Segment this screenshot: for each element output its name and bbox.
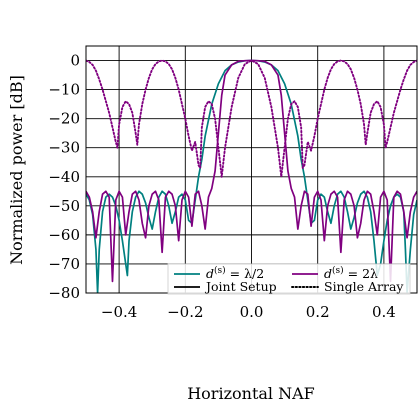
legend-label-sup: (s): [332, 265, 344, 276]
legend-label-3: Single Array: [324, 279, 404, 294]
legend-label-rest: = λ/2: [226, 266, 265, 281]
y-tick-label: −30: [48, 139, 80, 157]
y-tick-label: −60: [48, 226, 80, 244]
legend-label-0: d(s) = λ/2: [206, 265, 264, 281]
legend-label-main: Joint Setup: [204, 279, 277, 294]
series-layer: [86, 59, 417, 293]
y-tick-label: −50: [48, 197, 80, 215]
legend-label-sup: (s): [214, 265, 226, 276]
axis-ticks: −0.4 −0.2 0.0 0.2 0.4 0 −10 −20 −30 −40 −50 −60 −70 −…: [48, 52, 395, 321]
y-axis-label: Normalized power [dB]: [7, 75, 26, 265]
legend-label-rest: = 2λ: [344, 266, 378, 281]
y-tick-label: −70: [48, 255, 80, 273]
y-tick-label: −10: [48, 81, 80, 99]
x-tick-label: −0.2: [167, 303, 203, 321]
y-tick-label: −20: [48, 110, 80, 128]
legend-box: [167, 263, 411, 295]
series-line-2: [86, 59, 417, 178]
x-axis-label: Horizontal NAF: [187, 384, 315, 403]
y-tick-label: −80: [48, 284, 80, 302]
x-tick-label: 0.0: [240, 303, 264, 321]
x-tick-label: −0.4: [101, 303, 137, 321]
x-tick-label: 0.2: [306, 303, 330, 321]
legend-label-main: Single Array: [324, 279, 404, 294]
y-tick-label: 0: [70, 52, 80, 70]
legend-label-2: Joint Setup: [204, 279, 277, 294]
legend-label-main: d: [324, 266, 332, 281]
grid: [86, 46, 417, 294]
y-tick-label: −40: [48, 168, 80, 186]
x-tick-label: 0.4: [372, 303, 396, 321]
legend-label-main: d: [206, 266, 214, 281]
legend-label-1: d(s) = 2λ: [324, 265, 378, 281]
